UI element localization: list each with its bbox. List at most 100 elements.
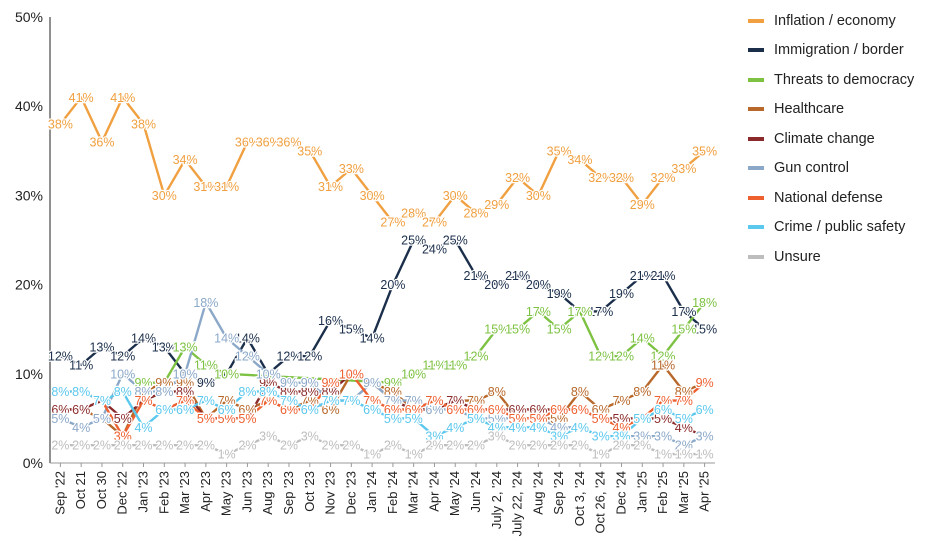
data-label: 4% (509, 421, 527, 435)
data-label: 21% (630, 269, 655, 283)
data-label: 5% (633, 412, 651, 426)
data-label: 9% (301, 376, 319, 390)
data-label: 8% (51, 385, 69, 399)
data-label: 7% (218, 394, 236, 408)
data-label: 7% (93, 394, 111, 408)
data-label: 1% (592, 448, 610, 462)
data-label: 12% (48, 349, 73, 363)
y-tick-label: 30% (15, 187, 43, 203)
data-label: 7% (259, 394, 277, 408)
data-label: 8% (384, 385, 402, 399)
data-label: 6% (446, 403, 464, 417)
data-label: 3% (114, 430, 132, 444)
legend-item: Crime / public safety (748, 213, 932, 243)
y-tick-label: 20% (15, 277, 43, 293)
data-label: 7% (176, 394, 194, 408)
x-tick-label: Jun '24 (468, 471, 483, 513)
data-label: 1% (675, 448, 693, 462)
x-tick-label: July 22, '24 (510, 471, 525, 536)
data-label: 4% (550, 421, 568, 435)
data-label: 8% (51, 385, 69, 399)
legend-item: National defense (748, 183, 932, 213)
data-label: 8% (72, 385, 90, 399)
data-label: 8% (134, 385, 152, 399)
x-tick-label: Dec '23 (343, 471, 358, 515)
data-label: 10% (339, 367, 364, 381)
data-label: 11% (69, 358, 93, 372)
data-label: 6% (488, 403, 506, 417)
data-label: 6% (363, 403, 381, 417)
data-label: 7% (363, 394, 381, 408)
x-tick-label: Apr '25 (697, 471, 712, 512)
data-label: 41% (110, 91, 135, 105)
data-label: 9% (176, 376, 194, 390)
data-label: 10% (214, 367, 239, 381)
data-label: 1% (218, 448, 236, 462)
data-label: 6% (446, 403, 464, 417)
data-label: 6% (218, 403, 236, 417)
data-label: 3% (592, 430, 610, 444)
data-label: 6% (467, 403, 485, 417)
data-label: 5% (529, 412, 547, 426)
data-label: 7% (93, 394, 111, 408)
data-label: 5% (114, 412, 132, 426)
data-label: 25% (401, 234, 426, 248)
legend-swatch (748, 18, 764, 23)
data-label: 6% (550, 403, 568, 417)
data-label: 2% (425, 439, 443, 453)
series-line (59, 435, 706, 456)
x-tick-label: Mar '25 (676, 471, 691, 514)
data-label: 9% (322, 376, 340, 390)
data-label: 10% (173, 367, 198, 381)
data-label: 7% (93, 394, 111, 408)
data-label: 38% (48, 118, 73, 132)
data-label: 3% (592, 430, 610, 444)
data-label: 5% (550, 412, 568, 426)
data-label: 5% (612, 412, 630, 426)
series-line (59, 390, 706, 438)
data-label: 7% (197, 394, 215, 408)
data-label: 2% (550, 439, 568, 453)
data-label: 12% (609, 349, 634, 363)
data-label: 9% (280, 376, 298, 390)
data-label: 34% (173, 153, 198, 167)
data-label: 17% (588, 305, 613, 319)
x-tick-label: Feb '24 (385, 471, 400, 514)
data-label: 9% (259, 376, 277, 390)
data-label: 7% (342, 394, 360, 408)
x-tick-label: May '24 (447, 471, 462, 516)
data-label: 20% (380, 278, 405, 292)
data-label: 2% (446, 439, 464, 453)
data-label: 20% (484, 278, 509, 292)
data-label: 18% (692, 296, 717, 310)
data-label: 7% (405, 394, 423, 408)
data-label: 33% (671, 162, 696, 176)
data-label: 4% (675, 421, 693, 435)
data-label: 32% (651, 171, 676, 185)
data-label: 10% (110, 367, 135, 381)
data-label: 12% (235, 349, 260, 363)
data-label: 36% (235, 135, 260, 149)
data-label: 35% (297, 144, 322, 158)
data-label: 33% (339, 162, 364, 176)
data-label: 6% (696, 403, 714, 417)
data-label: 6% (72, 403, 90, 417)
x-tick-label: Aug '24 (530, 471, 545, 515)
data-label: 35% (547, 144, 572, 158)
data-label: 17% (671, 305, 696, 319)
data-label: 3% (301, 430, 319, 444)
data-label: 8% (571, 385, 589, 399)
data-label: 12% (588, 349, 613, 363)
data-label: 9% (155, 376, 173, 390)
x-tick-label: Aug '23 (260, 471, 275, 515)
x-axis: Sep '22 Oct 21 Oct 30 Dec '22 Jan '23 Feb '23… (50, 462, 715, 536)
data-label: 2% (176, 439, 194, 453)
data-label: 2% (134, 439, 152, 453)
data-label: 38% (131, 118, 156, 132)
data-label: 6% (425, 403, 443, 417)
data-label: 6% (301, 403, 319, 417)
data-label: 8% (176, 385, 194, 399)
data-label: 8% (675, 385, 693, 399)
data-label: 2% (633, 439, 651, 453)
data-label: 6% (405, 403, 423, 417)
